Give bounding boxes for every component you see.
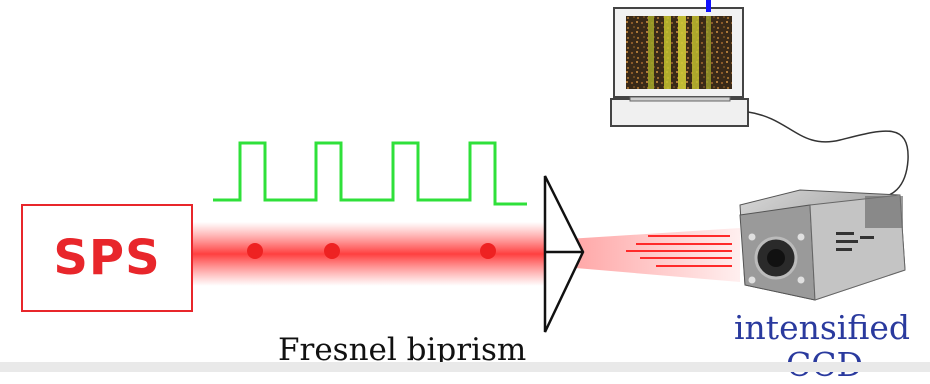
camera-lens [748, 233, 805, 284]
sps-box [21, 204, 193, 312]
computer-monitor [610, 0, 749, 127]
sps-label: SPS [53, 230, 161, 286]
fresnel-biprism [543, 175, 585, 333]
light-beam [192, 222, 740, 286]
bottom-strip [0, 362, 930, 372]
pulse-train [213, 141, 527, 206]
detector-label-line1: intensified [734, 308, 911, 347]
experiment-diagram [21, 0, 909, 333]
photon-dot [480, 243, 496, 259]
fringe-lines [626, 235, 732, 267]
data-cable [747, 111, 909, 199]
ccd-camera [739, 189, 906, 301]
photon-dot [324, 243, 340, 259]
photon-dots [247, 243, 496, 259]
photon-dot [247, 243, 263, 259]
laptop-base [610, 98, 749, 127]
